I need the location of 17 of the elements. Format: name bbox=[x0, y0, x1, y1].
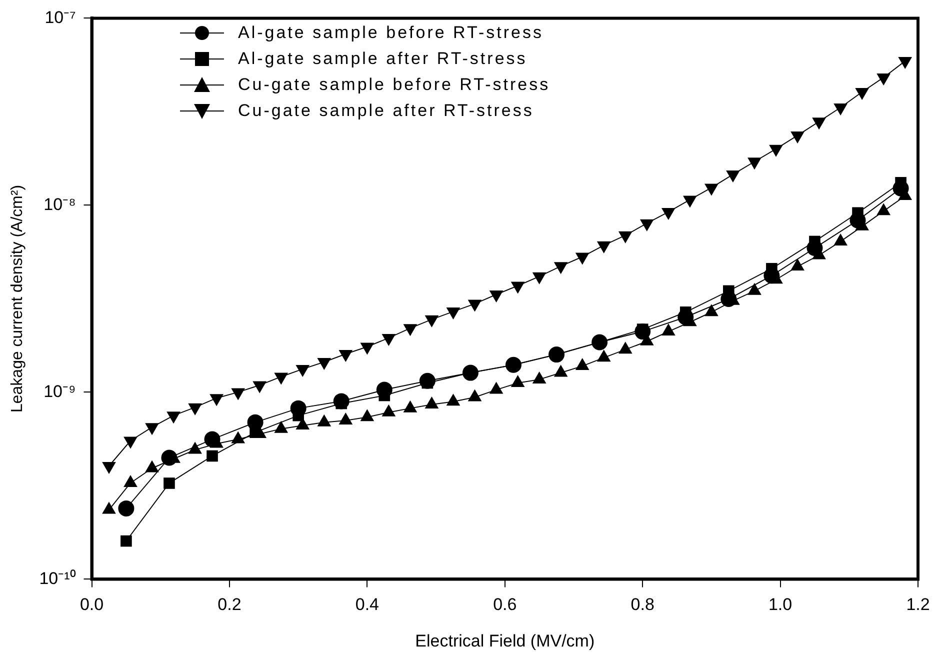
x-axis-title: Electrical Field (MV/cm) bbox=[415, 631, 595, 650]
x-tick-label: 0.4 bbox=[355, 595, 379, 614]
x-tick-label: 0.6 bbox=[493, 595, 517, 614]
legend-label: Al-gate sample before RT-stress bbox=[238, 23, 544, 43]
y-tick-label: 10⁻⁸ bbox=[44, 194, 76, 214]
y-axis-title: Leakage current density (A/cm²) bbox=[9, 184, 26, 413]
x-tick-label: 0.2 bbox=[218, 595, 242, 614]
x-tick-label: 1.0 bbox=[768, 595, 792, 614]
legend-label: Cu-gate sample after RT-stress bbox=[238, 101, 534, 121]
x-tick-label: 0.0 bbox=[80, 595, 104, 614]
legend-label: Al-gate sample after RT-stress bbox=[238, 49, 528, 69]
y-tick-label: 10⁻⁹ bbox=[44, 382, 76, 401]
y-tick-label: 10⁻⁷ bbox=[44, 8, 76, 27]
x-tick-label: 1.2 bbox=[906, 595, 930, 614]
y-tick-label: 10⁻¹⁰ bbox=[39, 568, 76, 588]
legend-label: Cu-gate sample before RT-stress bbox=[238, 75, 550, 95]
x-tick-label: 0.8 bbox=[630, 595, 654, 614]
